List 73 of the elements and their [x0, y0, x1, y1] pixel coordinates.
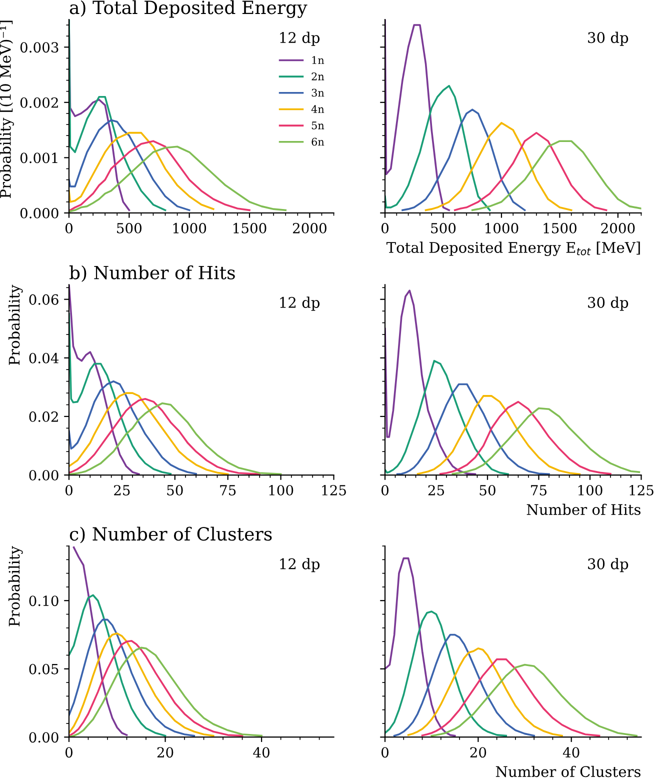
y-tick-label: 0.04	[29, 352, 59, 364]
x-tick-label: 40	[562, 747, 580, 758]
y-tick-label: 0.003	[20, 42, 58, 53]
x-tick-label: 2000	[292, 222, 326, 234]
x-tick-label: 40	[253, 747, 270, 758]
x-tick-label: 125	[322, 484, 346, 496]
x-tick-label: 1500	[544, 222, 576, 234]
line-series	[68, 132, 214, 210]
line-series	[68, 640, 244, 737]
line-series	[68, 313, 172, 475]
x-tick-label: 0	[382, 747, 388, 758]
x-tick-label: 0	[65, 484, 72, 496]
x-tick-label: 20	[470, 747, 486, 758]
line-series	[68, 119, 190, 212]
x-tick-label: 25	[428, 484, 444, 496]
line-series	[68, 632, 214, 737]
annotation: 30 dp	[588, 558, 628, 572]
chart-title: c) Number of Clusters	[70, 526, 272, 544]
x-axis-title: Number of Clusters	[496, 766, 640, 778]
line-series	[68, 594, 166, 737]
x-tick-label: 0	[65, 222, 72, 234]
x-tick-label: 50	[480, 484, 496, 496]
y-axis-title: Probability	[8, 546, 23, 626]
line-series	[68, 646, 262, 738]
y-axis-title: Probability	[8, 284, 23, 365]
legend-label: 2n	[312, 72, 324, 80]
annotation: 12 dp	[280, 558, 320, 572]
annotation: 12 dp	[280, 32, 320, 46]
x-tick-label: 1500	[234, 222, 266, 234]
x-tick-label: 0	[65, 747, 72, 758]
y-tick-label: 0.002	[20, 97, 58, 108]
annotation: 12 dp	[280, 296, 320, 311]
x-tick-label: 25	[114, 484, 130, 496]
line-series	[68, 140, 250, 212]
x-tick-label: 2000	[601, 222, 635, 234]
x-tick-label: 75	[220, 485, 236, 496]
x-tick-label: 75	[531, 485, 547, 496]
x-axis-title: Number of Hits	[526, 504, 640, 516]
y-tick-label: 0.05	[29, 664, 58, 674]
legend-label: 6n	[312, 138, 324, 146]
y-tick-label: 0.00	[29, 732, 58, 743]
y-tick-label: 0.02	[29, 411, 58, 422]
y-tick-label: 0.06	[29, 294, 58, 305]
x-tick-label: 0	[382, 222, 388, 234]
line-series	[72, 546, 128, 736]
y-tick-label: 0.00	[29, 470, 58, 480]
annotation: 30 dp	[588, 296, 628, 311]
annotation: 30 dp	[588, 32, 628, 46]
x-tick-label: 20	[157, 747, 174, 758]
x-tick-label: 100	[269, 484, 294, 496]
line-series	[68, 380, 197, 475]
x-tick-label: 0	[382, 484, 388, 496]
legend-label: 5n	[312, 122, 324, 130]
legend-label: 4n	[311, 105, 324, 113]
x-tick-label: 1000	[173, 222, 206, 234]
y-tick-label: 0.000	[20, 208, 58, 218]
x-tick-label: 500	[117, 222, 142, 234]
x-tick-label: 500	[431, 222, 456, 234]
line-series	[68, 392, 229, 476]
x-tick-label: 1000	[485, 222, 518, 234]
x-tick-label: 100	[578, 484, 602, 496]
x-axis-title: Total Deposited Energy E$_{tot}$ [MeV]	[386, 242, 640, 256]
y-tick-label: 0.001	[20, 152, 58, 164]
chart-title: b) Number of Hits	[70, 265, 235, 282]
x-tick-label: 125	[630, 484, 654, 496]
y-tick-label: 0.10	[29, 596, 58, 606]
line-series	[68, 146, 287, 213]
chart-title: a) Total Deposited Energy	[70, 0, 308, 18]
legend-label: 1n	[312, 56, 324, 64]
legend-label: 3n	[312, 88, 324, 97]
y-axis-title: Probability [(10 MeV)⁻¹]	[0, 20, 14, 198]
x-tick-label: 50	[167, 484, 183, 496]
line-series	[68, 618, 196, 737]
